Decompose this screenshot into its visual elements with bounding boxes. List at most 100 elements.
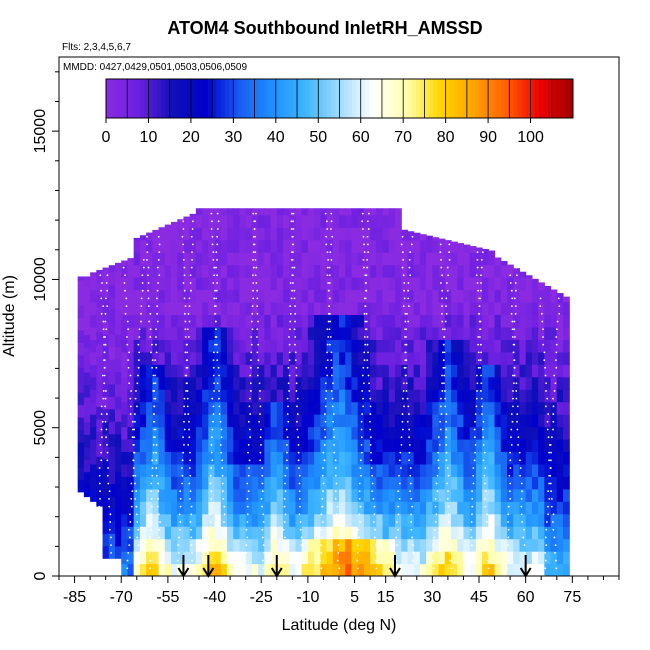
heatmap-cell — [245, 414, 253, 428]
track-dot — [478, 297, 480, 300]
track-dot — [287, 405, 289, 408]
track-dot — [190, 289, 192, 292]
heatmap-cell — [426, 235, 433, 241]
x-tick-label: 30 — [423, 589, 441, 606]
heatmap-cell — [115, 533, 122, 547]
heatmap-cell — [133, 438, 141, 453]
heatmap-cell — [177, 227, 185, 241]
track-dot — [101, 436, 103, 439]
heatmap-cell — [289, 551, 297, 565]
track-dot — [446, 497, 449, 500]
heatmap-cell — [351, 301, 359, 316]
track-dot — [156, 266, 159, 269]
heatmap-cell — [438, 277, 446, 291]
heatmap-cell — [494, 463, 502, 477]
heatmap-cell — [357, 277, 365, 291]
heatmap-cell — [183, 426, 191, 440]
heatmap-cell — [133, 239, 141, 253]
heatmap-cell — [108, 446, 116, 460]
heatmap-cell — [146, 476, 153, 490]
track-dot — [153, 397, 156, 400]
track-dot — [100, 413, 103, 415]
heatmap-cell — [314, 277, 321, 291]
track-dot — [328, 266, 331, 269]
heatmap-cell — [102, 446, 110, 460]
track-dot — [188, 428, 190, 431]
heatmap-cell — [233, 463, 241, 477]
heatmap-cell — [488, 376, 496, 390]
heatmap-cell — [382, 289, 390, 303]
track-dot — [329, 312, 331, 315]
heatmap-cell — [463, 451, 471, 465]
track-dot — [288, 351, 291, 354]
track-dot — [441, 351, 444, 354]
heatmap-cell — [426, 513, 433, 527]
track-dot — [190, 559, 193, 562]
heatmap-cell — [146, 526, 153, 540]
heatmap-cell — [158, 289, 166, 303]
colorbar-segment — [347, 79, 353, 118]
heatmap-cell — [432, 289, 440, 303]
heatmap-cell — [121, 451, 129, 465]
heatmap-cell — [332, 277, 340, 291]
track-dot — [548, 451, 551, 454]
track-dot — [516, 274, 518, 277]
heatmap-cell — [357, 351, 365, 365]
colorbar-segment — [326, 79, 332, 118]
heatmap-cell — [270, 364, 278, 378]
heatmap-cell — [208, 476, 216, 490]
heatmap-cell — [258, 277, 265, 291]
heatmap-cell — [513, 438, 521, 453]
heatmap-cell — [538, 301, 545, 316]
track-dot — [445, 459, 448, 462]
heatmap-cell — [220, 277, 228, 291]
heatmap-cell — [227, 264, 234, 278]
track-dot — [211, 436, 213, 439]
track-dot — [366, 220, 369, 223]
heatmap-cell — [376, 513, 384, 527]
heatmap-cell — [345, 563, 353, 576]
heatmap-cell — [351, 214, 359, 228]
track-dot — [185, 359, 188, 361]
heatmap-cell — [289, 438, 297, 453]
track-dot — [511, 420, 514, 423]
heatmap-cell — [276, 426, 284, 440]
track-dot — [209, 505, 212, 508]
heatmap-cell — [220, 239, 228, 253]
heatmap-cell — [270, 339, 278, 353]
heatmap-cell — [239, 239, 247, 253]
heatmap-cell — [171, 488, 178, 502]
heatmap-cell — [444, 326, 452, 340]
heatmap-cell — [108, 396, 116, 410]
track-dot — [122, 251, 125, 254]
track-dot — [101, 374, 104, 377]
heatmap-cell — [432, 526, 440, 540]
colorbar-segment — [135, 79, 141, 118]
track-dot — [250, 351, 253, 354]
heatmap-cell — [202, 239, 209, 253]
colorbar-segment — [161, 79, 166, 118]
track-dot — [160, 559, 163, 562]
track-dot — [552, 413, 555, 415]
heatmap-cell — [388, 501, 396, 515]
heatmap-cell — [388, 513, 396, 527]
track-dot — [215, 251, 218, 254]
heatmap-cell — [351, 389, 359, 403]
heatmap-cell — [556, 293, 564, 303]
track-dot — [470, 528, 472, 531]
track-dot — [249, 413, 252, 415]
heatmap-cell — [276, 239, 284, 253]
heatmap-cell — [326, 513, 334, 527]
heatmap-cell — [239, 389, 247, 403]
heatmap-cell — [133, 301, 141, 316]
heatmap-cell — [164, 264, 172, 278]
heatmap-cell — [239, 476, 247, 490]
heatmap-cell — [488, 351, 496, 365]
heatmap-cell — [544, 389, 552, 403]
heatmap-cell — [382, 351, 390, 365]
heatmap-cell — [432, 414, 440, 428]
track-dot — [328, 282, 331, 284]
track-dot — [150, 521, 153, 523]
track-dot — [371, 474, 374, 477]
heatmap-cell — [83, 409, 91, 423]
